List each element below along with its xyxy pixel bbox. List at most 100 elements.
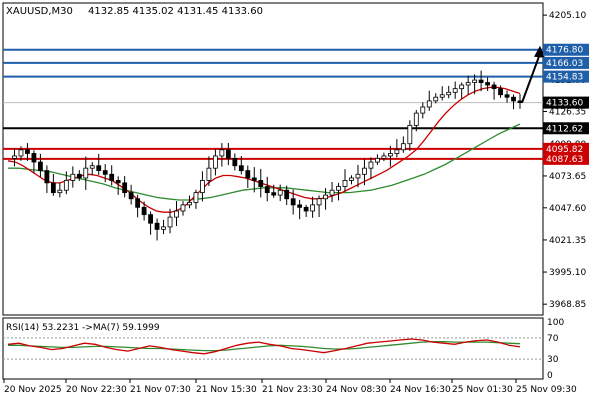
bear-candle bbox=[485, 82, 490, 86]
rsi-ma-line bbox=[8, 340, 521, 352]
bear-candle bbox=[264, 186, 270, 194]
bear-candle bbox=[44, 170, 50, 184]
level-badge bbox=[543, 43, 589, 56]
time-tick-label: 21 Nov 07:30 bbox=[130, 385, 191, 395]
level-badge-label: 4087.63 bbox=[546, 155, 583, 165]
rsi-axis: 100 70 30 0 bbox=[547, 318, 564, 381]
level-badge bbox=[543, 56, 589, 69]
level-badge bbox=[543, 122, 589, 135]
bear-candle bbox=[76, 173, 82, 179]
bull-candle bbox=[400, 143, 406, 151]
bull-candle bbox=[277, 189, 283, 196]
time-tick-label: 25 Nov 01:30 bbox=[452, 385, 513, 395]
price-tick-label: 4073.65 bbox=[549, 172, 586, 182]
bear-candle bbox=[251, 177, 257, 181]
bull-candle bbox=[368, 161, 374, 169]
rsi-plot-frame bbox=[2, 317, 544, 380]
bull-candle bbox=[310, 204, 316, 212]
time-axis[interactable]: 20 Nov 2025 20 Nov 22:30 21 Nov 07:30 21 No… bbox=[3, 379, 577, 395]
bull-candle bbox=[349, 177, 354, 181]
bull-candle bbox=[407, 124, 413, 145]
arrow-head bbox=[534, 45, 545, 58]
bull-candle bbox=[342, 180, 348, 187]
bull-candle bbox=[413, 112, 419, 126]
bull-candle bbox=[206, 167, 212, 181]
bull-candle bbox=[381, 155, 387, 159]
candlesticks bbox=[12, 70, 523, 241]
bull-candle bbox=[426, 100, 432, 108]
rsi-line bbox=[7, 338, 521, 355]
bull-candle bbox=[394, 149, 400, 154]
bull-candle bbox=[212, 155, 218, 169]
bull-candle bbox=[174, 210, 179, 218]
level-badge-label: 4095.82 bbox=[546, 145, 583, 155]
moving-averages bbox=[7, 86, 521, 213]
bear-candle bbox=[232, 157, 238, 167]
bull-candle bbox=[89, 165, 95, 169]
rsi-tick-label: 30 bbox=[547, 355, 559, 365]
bear-candle bbox=[135, 198, 141, 208]
bull-candle bbox=[472, 79, 478, 83]
ma-slow-line bbox=[8, 123, 521, 201]
bear-candle bbox=[238, 165, 244, 172]
bear-candle bbox=[225, 149, 231, 159]
bear-candle bbox=[148, 214, 153, 224]
level-badge-label: 4154.83 bbox=[546, 73, 583, 83]
bear-candle bbox=[284, 189, 290, 200]
projection-arrow bbox=[521, 45, 545, 103]
bull-candle bbox=[465, 82, 471, 86]
bear-candle bbox=[128, 192, 134, 200]
rsi-tick-label: 0 bbox=[547, 371, 553, 381]
current-price-label: 4133.60 bbox=[546, 99, 583, 109]
bull-candle bbox=[18, 149, 24, 157]
bull-candle bbox=[439, 94, 445, 98]
bear-candle bbox=[115, 180, 121, 184]
rsi-tick-label: 70 bbox=[547, 334, 559, 344]
bear-candle bbox=[96, 165, 102, 172]
bull-candle bbox=[387, 153, 393, 157]
bull-candle bbox=[420, 106, 426, 114]
bull-candle bbox=[12, 155, 17, 159]
time-tick-label: 25 Nov 09:30 bbox=[516, 385, 577, 395]
rsi-indicator bbox=[3, 337, 543, 360]
level-badge-label: 4112.62 bbox=[546, 124, 583, 134]
bear-candle bbox=[498, 88, 503, 96]
level-badge bbox=[543, 142, 589, 155]
bear-candle bbox=[50, 182, 56, 194]
bull-candle bbox=[323, 194, 328, 200]
bull-candle bbox=[63, 180, 69, 191]
bull-candle bbox=[433, 96, 439, 102]
bull-candle bbox=[219, 149, 225, 157]
bear-candle bbox=[102, 170, 108, 175]
ma-fast-line bbox=[7, 86, 521, 213]
bear-candle bbox=[303, 206, 309, 212]
price-tick-label: 4047.60 bbox=[549, 204, 586, 214]
bull-candle bbox=[459, 84, 465, 90]
bull-candle bbox=[355, 173, 361, 179]
bear-candle bbox=[290, 198, 296, 206]
bull-candle bbox=[193, 192, 199, 203]
time-tick-label: 20 Nov 2025 bbox=[4, 385, 62, 395]
bull-candle bbox=[83, 167, 89, 179]
price-tick-label: 4205.10 bbox=[549, 11, 586, 21]
price-levels bbox=[3, 48, 543, 160]
bull-candle bbox=[70, 173, 76, 181]
bull-candle bbox=[452, 88, 458, 93]
bear-candle bbox=[271, 192, 277, 196]
bear-candle bbox=[245, 170, 251, 179]
bull-candle bbox=[446, 91, 452, 96]
time-tick-label: 21 Nov 15:30 bbox=[196, 385, 257, 395]
level-badge-label: 4176.80 bbox=[546, 46, 583, 56]
bear-candle bbox=[154, 222, 160, 230]
symbol-label: XAUUSD,M30 bbox=[6, 6, 73, 17]
bull-candle bbox=[329, 189, 335, 196]
price-tick-label: 3968.85 bbox=[549, 300, 586, 310]
time-tick-label: 24 Nov 16:30 bbox=[390, 385, 451, 395]
bull-candle bbox=[362, 167, 367, 175]
level-badge-label: 4166.03 bbox=[546, 59, 583, 69]
time-tick-label: 20 Nov 22:30 bbox=[66, 385, 127, 395]
bear-candle bbox=[31, 153, 37, 163]
price-tick-label: 4126.35 bbox=[549, 107, 586, 117]
bear-candle bbox=[297, 204, 303, 208]
